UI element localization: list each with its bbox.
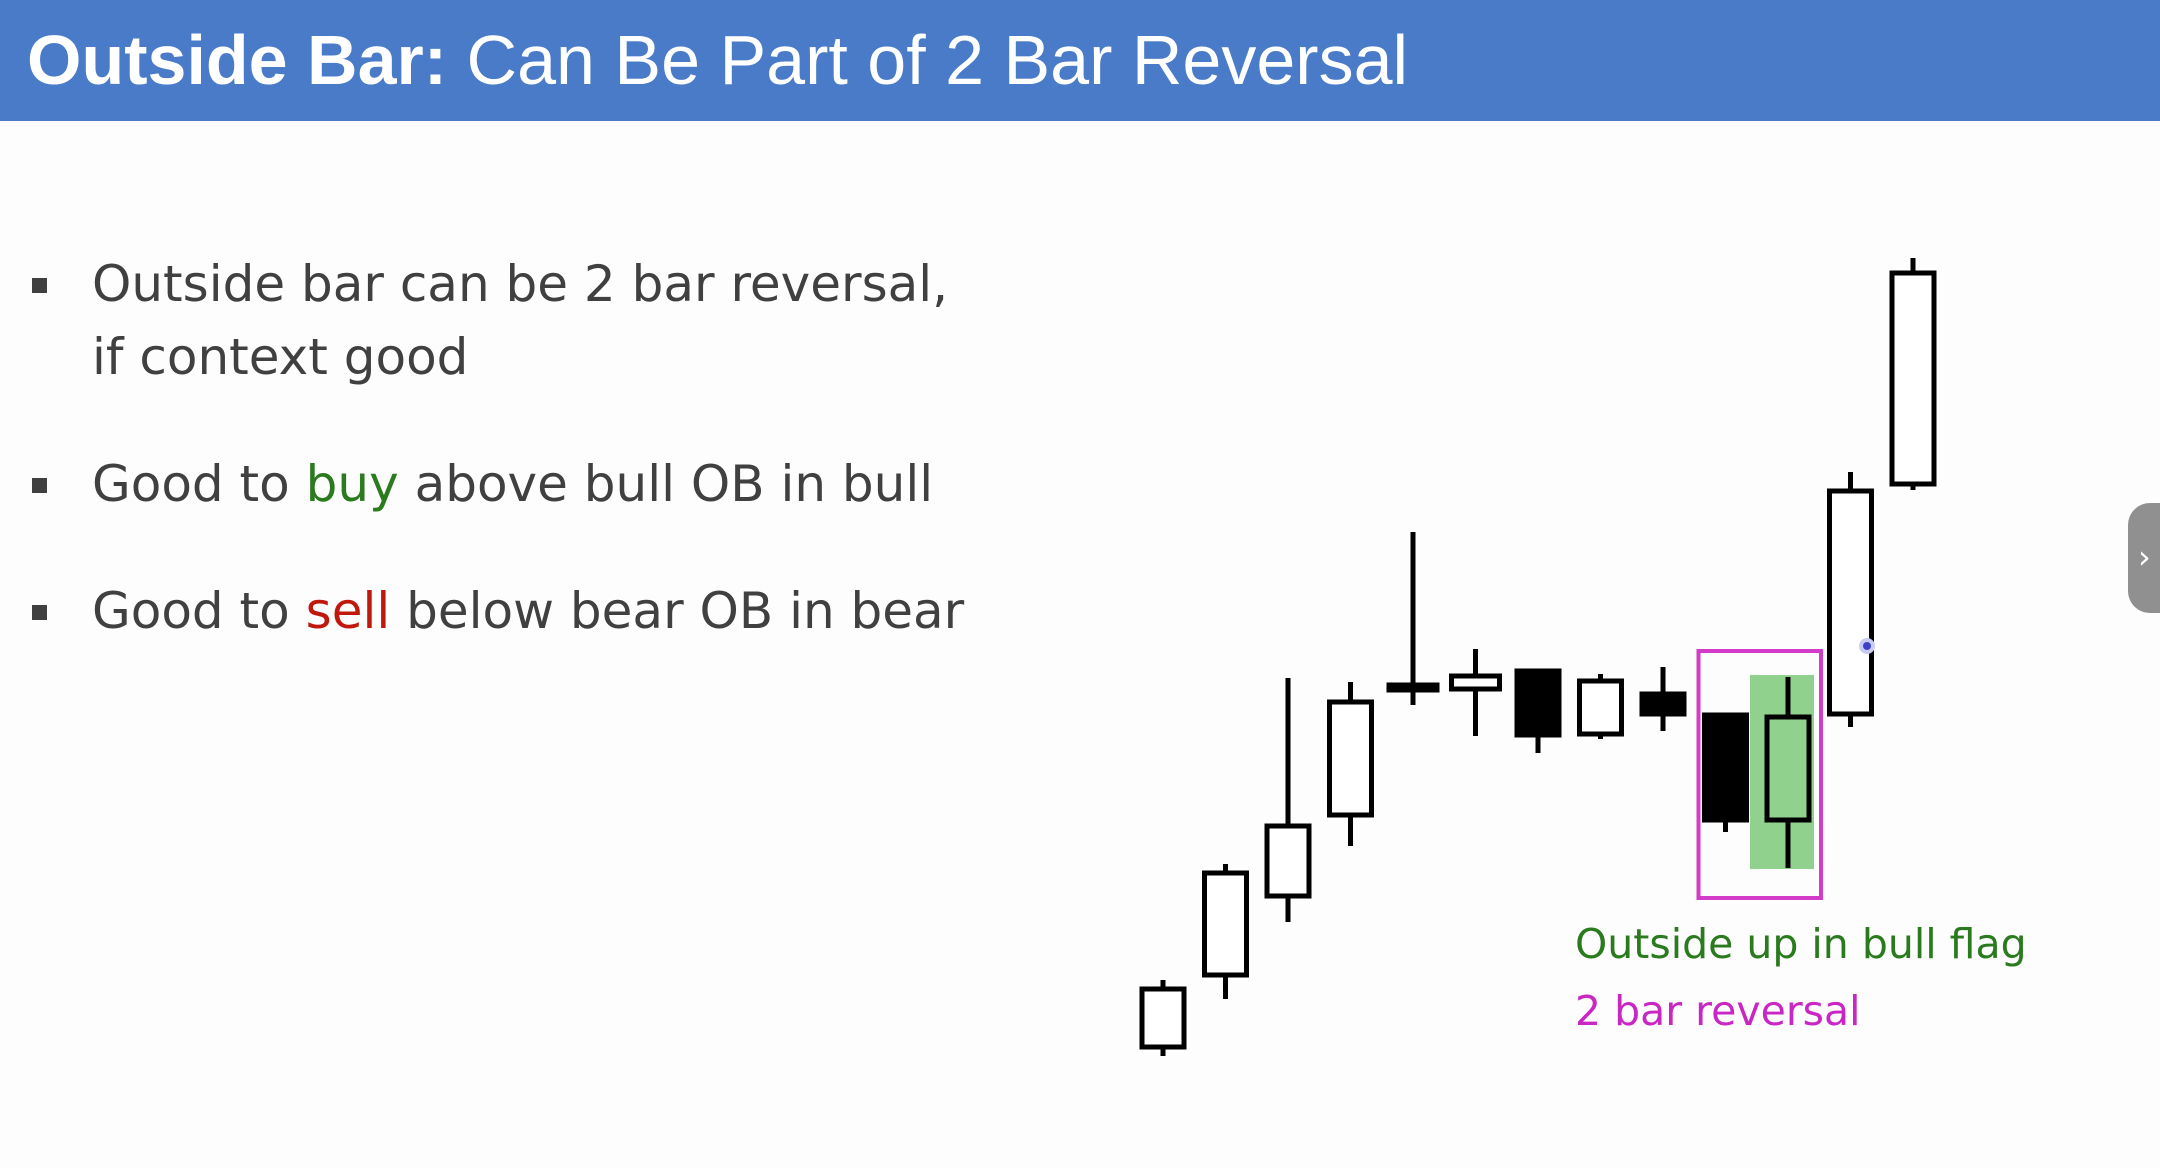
bullet-1-line-1: Outside bar can be 2 bar reversal, (92, 255, 949, 313)
square-bullet-icon (32, 605, 47, 620)
chevron-right-icon: › (2138, 538, 2151, 576)
bull-candle-body (1577, 678, 1624, 737)
bullet-item-3: Good to sell below bear OB in bear (28, 575, 1068, 648)
bull-candle-body (1449, 673, 1502, 692)
bear-candle-body (1639, 691, 1687, 717)
bull-candle-body (1889, 270, 1937, 487)
bullet-2-keyword-buy: buy (305, 455, 399, 513)
bull-candle-body (1764, 714, 1812, 823)
bullet-3-keyword-sell: sell (305, 582, 391, 640)
two-bar-reversal-box (1696, 649, 1823, 900)
square-bullet-icon (32, 478, 47, 493)
bullet-3-text-after: below bear OB in bear (390, 582, 965, 640)
bull-candle-body (1139, 986, 1187, 1050)
bullet-item-2: Good to buy above bull OB in bull (28, 448, 1068, 521)
bullet-list: Outside bar can be 2 bar reversal, if co… (28, 248, 1068, 648)
mouse-pointer-indicator (1859, 638, 1875, 654)
square-bullet-icon (32, 278, 47, 293)
annotation-outside-up: Outside up in bull flag (1575, 920, 2027, 968)
bull-candle-body (1264, 823, 1312, 899)
bullet-2-text-before: Good to (92, 455, 306, 513)
bear-candle-body (1514, 668, 1562, 738)
bull-candle-body (1202, 870, 1249, 978)
bullet-1-line-2: if context good (92, 328, 469, 386)
bullet-2-text-after: above bull OB in bull (398, 455, 934, 513)
title-bar: Outside Bar: Can Be Part of 2 Bar Revers… (0, 0, 2160, 121)
bullet-3-text-before: Good to (92, 582, 306, 640)
title-rest-text: Can Be Part of 2 Bar Reversal (466, 21, 1409, 99)
bull-candle-body (1327, 699, 1374, 818)
side-panel-toggle[interactable]: › (2128, 503, 2160, 613)
bear-candle-body (1702, 712, 1749, 823)
bull-candle-body (1386, 682, 1440, 693)
highlight-band (1750, 675, 1814, 869)
bullet-item-1: Outside bar can be 2 bar reversal, if co… (28, 248, 1068, 394)
title-bold-text: Outside Bar: (27, 21, 448, 99)
annotation-two-bar-reversal: 2 bar reversal (1575, 987, 1861, 1035)
slide-title: Outside Bar: Can Be Part of 2 Bar Revers… (27, 18, 1408, 102)
bull-candle-body (1827, 488, 1874, 717)
